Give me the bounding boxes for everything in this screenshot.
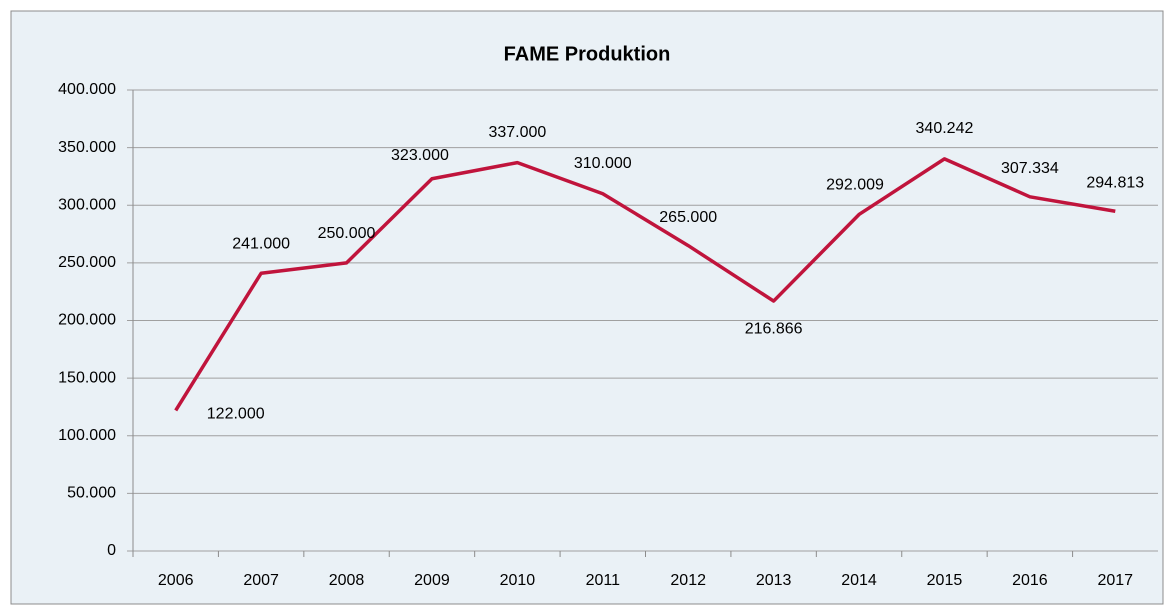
x-tick-label: 2013: [756, 572, 792, 589]
y-tick-label: 400.000: [58, 81, 116, 98]
x-tick-label: 2017: [1097, 572, 1133, 589]
data-label: 265.000: [659, 209, 717, 226]
x-tick-label: 2009: [414, 572, 450, 589]
y-tick-label: 0: [107, 542, 116, 559]
x-tick-label: 2011: [586, 572, 621, 589]
y-tick-label: 300.000: [58, 196, 116, 213]
x-tick-label: 2015: [927, 572, 963, 589]
data-label: 340.242: [916, 120, 974, 137]
data-label: 337.000: [488, 124, 546, 141]
data-label: 216.866: [745, 320, 803, 337]
data-label: 250.000: [318, 225, 376, 242]
x-tick-label: 2010: [500, 572, 536, 589]
y-tick-label: 100.000: [58, 427, 116, 444]
y-tick-label: 350.000: [58, 139, 116, 156]
data-label: 294.813: [1086, 174, 1144, 191]
data-label: 307.334: [1001, 160, 1059, 177]
data-label: 292.009: [826, 177, 884, 194]
y-tick-label: 250.000: [58, 254, 116, 271]
x-tick-label: 2012: [670, 572, 706, 589]
x-tick-label: 2006: [158, 572, 194, 589]
data-label: 122.000: [207, 406, 265, 423]
x-tick-label: 2016: [1012, 572, 1048, 589]
x-tick-label: 2008: [329, 572, 365, 589]
x-tick-label: 2007: [243, 572, 279, 589]
data-label: 323.000: [391, 147, 449, 164]
chart-title: FAME Produktion: [504, 43, 671, 65]
data-label: 241.000: [232, 235, 290, 252]
chart-frame: [10, 10, 1164, 605]
y-tick-label: 200.000: [58, 312, 116, 329]
data-line: [174, 157, 1116, 412]
y-tick-label: 150.000: [58, 369, 116, 386]
y-tick-label: 50.000: [67, 485, 116, 502]
x-tick-label: 2014: [841, 572, 877, 589]
data-label: 310.000: [574, 155, 632, 172]
